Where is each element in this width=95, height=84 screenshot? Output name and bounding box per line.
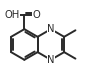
Text: N: N	[47, 55, 55, 65]
Text: O: O	[33, 10, 40, 20]
Text: OH: OH	[4, 10, 20, 20]
Text: N: N	[47, 24, 55, 34]
